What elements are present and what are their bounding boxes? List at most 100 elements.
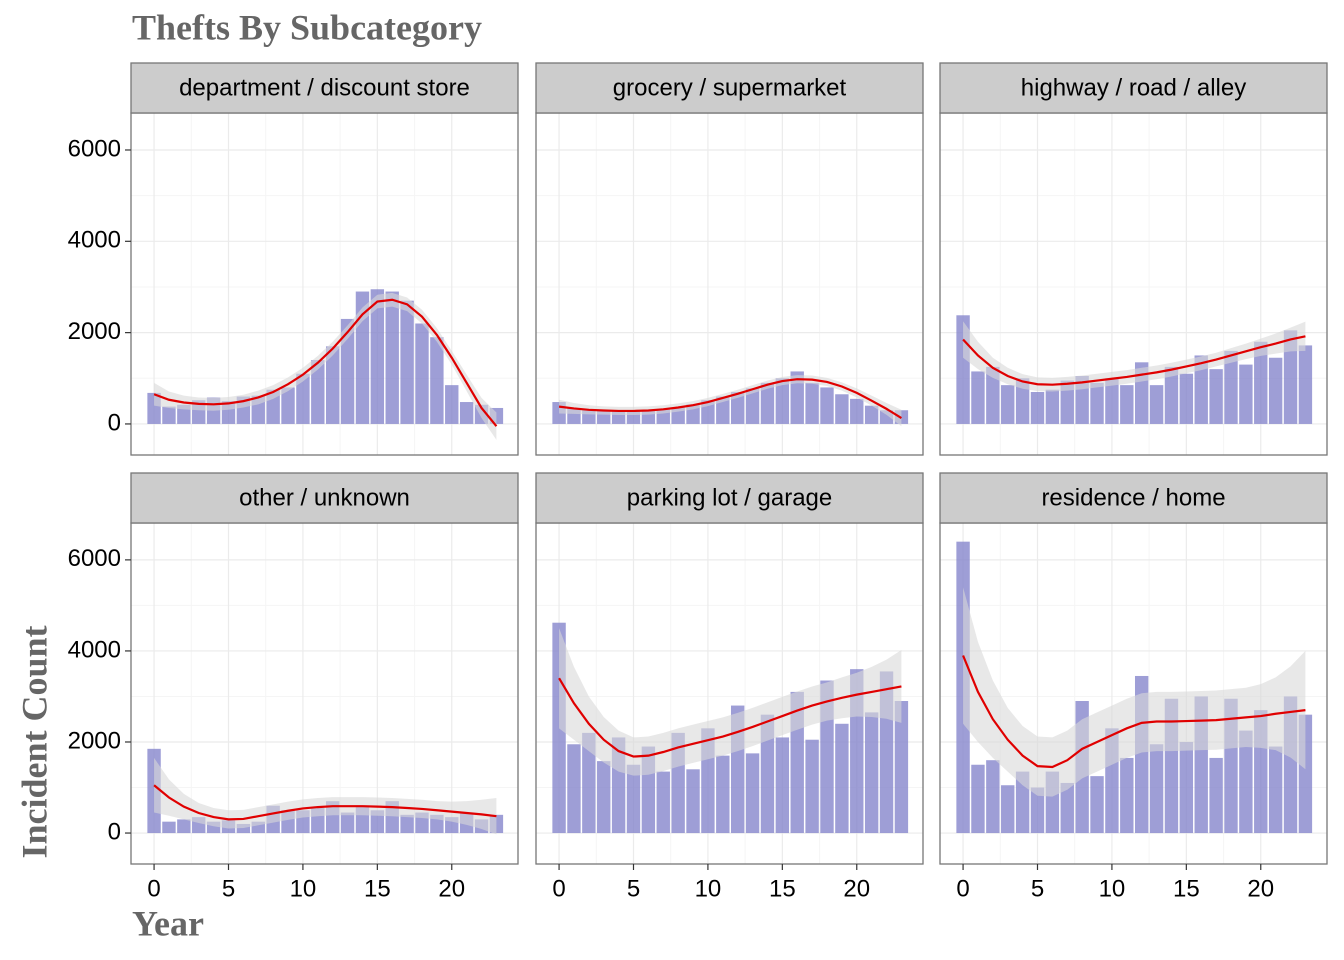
x-tick-label: 20: [438, 875, 465, 902]
smooth-line: [962, 335, 1306, 386]
x-tick-label: 5: [222, 875, 235, 902]
bar: [864, 712, 879, 834]
y-tick-label: 4000: [68, 636, 121, 663]
confidence-band: [154, 757, 497, 835]
bar: [716, 396, 730, 424]
bar: [1164, 366, 1179, 424]
bar: [1298, 345, 1313, 424]
facet-panel: grocery / supermarket: [535, 62, 924, 456]
y-tick-label: 2000: [68, 318, 121, 345]
bar: [986, 366, 1000, 424]
bar: [415, 323, 429, 424]
x-tick-label: 15: [364, 875, 391, 902]
bar: [971, 764, 985, 834]
x-tick-label: 10: [695, 875, 722, 902]
bar: [775, 737, 790, 834]
smooth-line: [153, 298, 498, 427]
bar: [597, 761, 611, 834]
bar: [1149, 744, 1164, 834]
bar: [325, 346, 340, 424]
bar: [805, 739, 819, 834]
x-tick-label: 0: [147, 875, 160, 902]
bar: [1179, 741, 1194, 834]
bar: [1001, 385, 1015, 424]
bar: [162, 821, 176, 834]
bar: [370, 810, 385, 834]
bar: [1015, 378, 1030, 424]
bar: [1239, 730, 1253, 834]
bar: [820, 387, 834, 424]
bar: [281, 387, 295, 424]
bar: [1030, 391, 1045, 424]
bar: [1239, 364, 1253, 424]
bar: [430, 337, 444, 424]
facet-label: grocery / supermarket: [613, 74, 847, 101]
facet-label: parking lot / garage: [627, 484, 832, 511]
facet-strip: [130, 62, 519, 114]
bar: [730, 391, 745, 424]
confidence-band: [963, 587, 1306, 797]
x-tick-label: 15: [1173, 875, 1200, 902]
bar: [850, 398, 864, 424]
bar: [1209, 757, 1223, 834]
confidence-band: [963, 321, 1306, 392]
bar: [1179, 373, 1194, 424]
x-tick-label: 10: [290, 875, 317, 902]
bar: [1283, 330, 1298, 424]
bar: [206, 821, 221, 834]
facet-label: highway / road / alley: [1021, 74, 1246, 101]
confidence-band: [559, 628, 902, 776]
y-tick-label: 6000: [68, 545, 121, 572]
x-tick-label: 15: [769, 875, 796, 902]
bar: [1045, 389, 1060, 424]
facet-strip: [535, 472, 924, 524]
facet-strip: [939, 472, 1328, 524]
x-tick-label: 20: [1247, 875, 1274, 902]
bar: [400, 300, 414, 424]
x-tick-label: 0: [552, 875, 565, 902]
bar: [1224, 350, 1238, 424]
bar: [400, 814, 414, 834]
bar: [1209, 369, 1223, 424]
bar: [864, 405, 879, 424]
bar: [340, 812, 355, 834]
bar: [656, 771, 670, 834]
facet-strip: [939, 62, 1328, 114]
smooth-line: [153, 784, 497, 821]
y-axis-label: Incident Count: [14, 625, 54, 858]
facet-panel: residence / home 0 5 10 15 20: [939, 472, 1328, 902]
x-tick-label: 5: [627, 875, 640, 902]
bar: [370, 289, 385, 424]
bar: [775, 378, 790, 424]
bar: [582, 732, 596, 834]
bar: [1105, 378, 1119, 424]
facet-label: residence / home: [1041, 484, 1225, 511]
x-tick-label: 5: [1031, 875, 1044, 902]
bar: [385, 291, 399, 424]
bar: [445, 385, 459, 424]
bar: [1149, 385, 1164, 424]
bar: [311, 360, 325, 424]
bar: [177, 404, 191, 424]
bar: [894, 701, 909, 834]
bar: [835, 723, 849, 834]
bar: [686, 769, 700, 834]
x-axis-label: Year: [132, 903, 204, 943]
facet-panel: highway / road / alley: [939, 62, 1328, 456]
bar: [459, 402, 474, 424]
bar: [716, 755, 730, 834]
bar: [567, 744, 581, 834]
facet-panel: department / discount store 0 2000 4000 6000: [68, 62, 519, 456]
smooth-line: [962, 655, 1306, 769]
facet-panel: other / unknown 0 2000 4000 6000 0 5 10 15 20: [68, 472, 519, 902]
confidence-band: [559, 375, 902, 427]
bar: [296, 373, 310, 424]
bar: [760, 714, 775, 834]
bar: [1194, 355, 1208, 424]
bar: [1268, 357, 1283, 424]
bar: [835, 394, 849, 424]
y-tick-label: 0: [108, 818, 121, 845]
bar: [986, 760, 1000, 834]
chart-title: Thefts By Subcategory: [132, 7, 482, 47]
